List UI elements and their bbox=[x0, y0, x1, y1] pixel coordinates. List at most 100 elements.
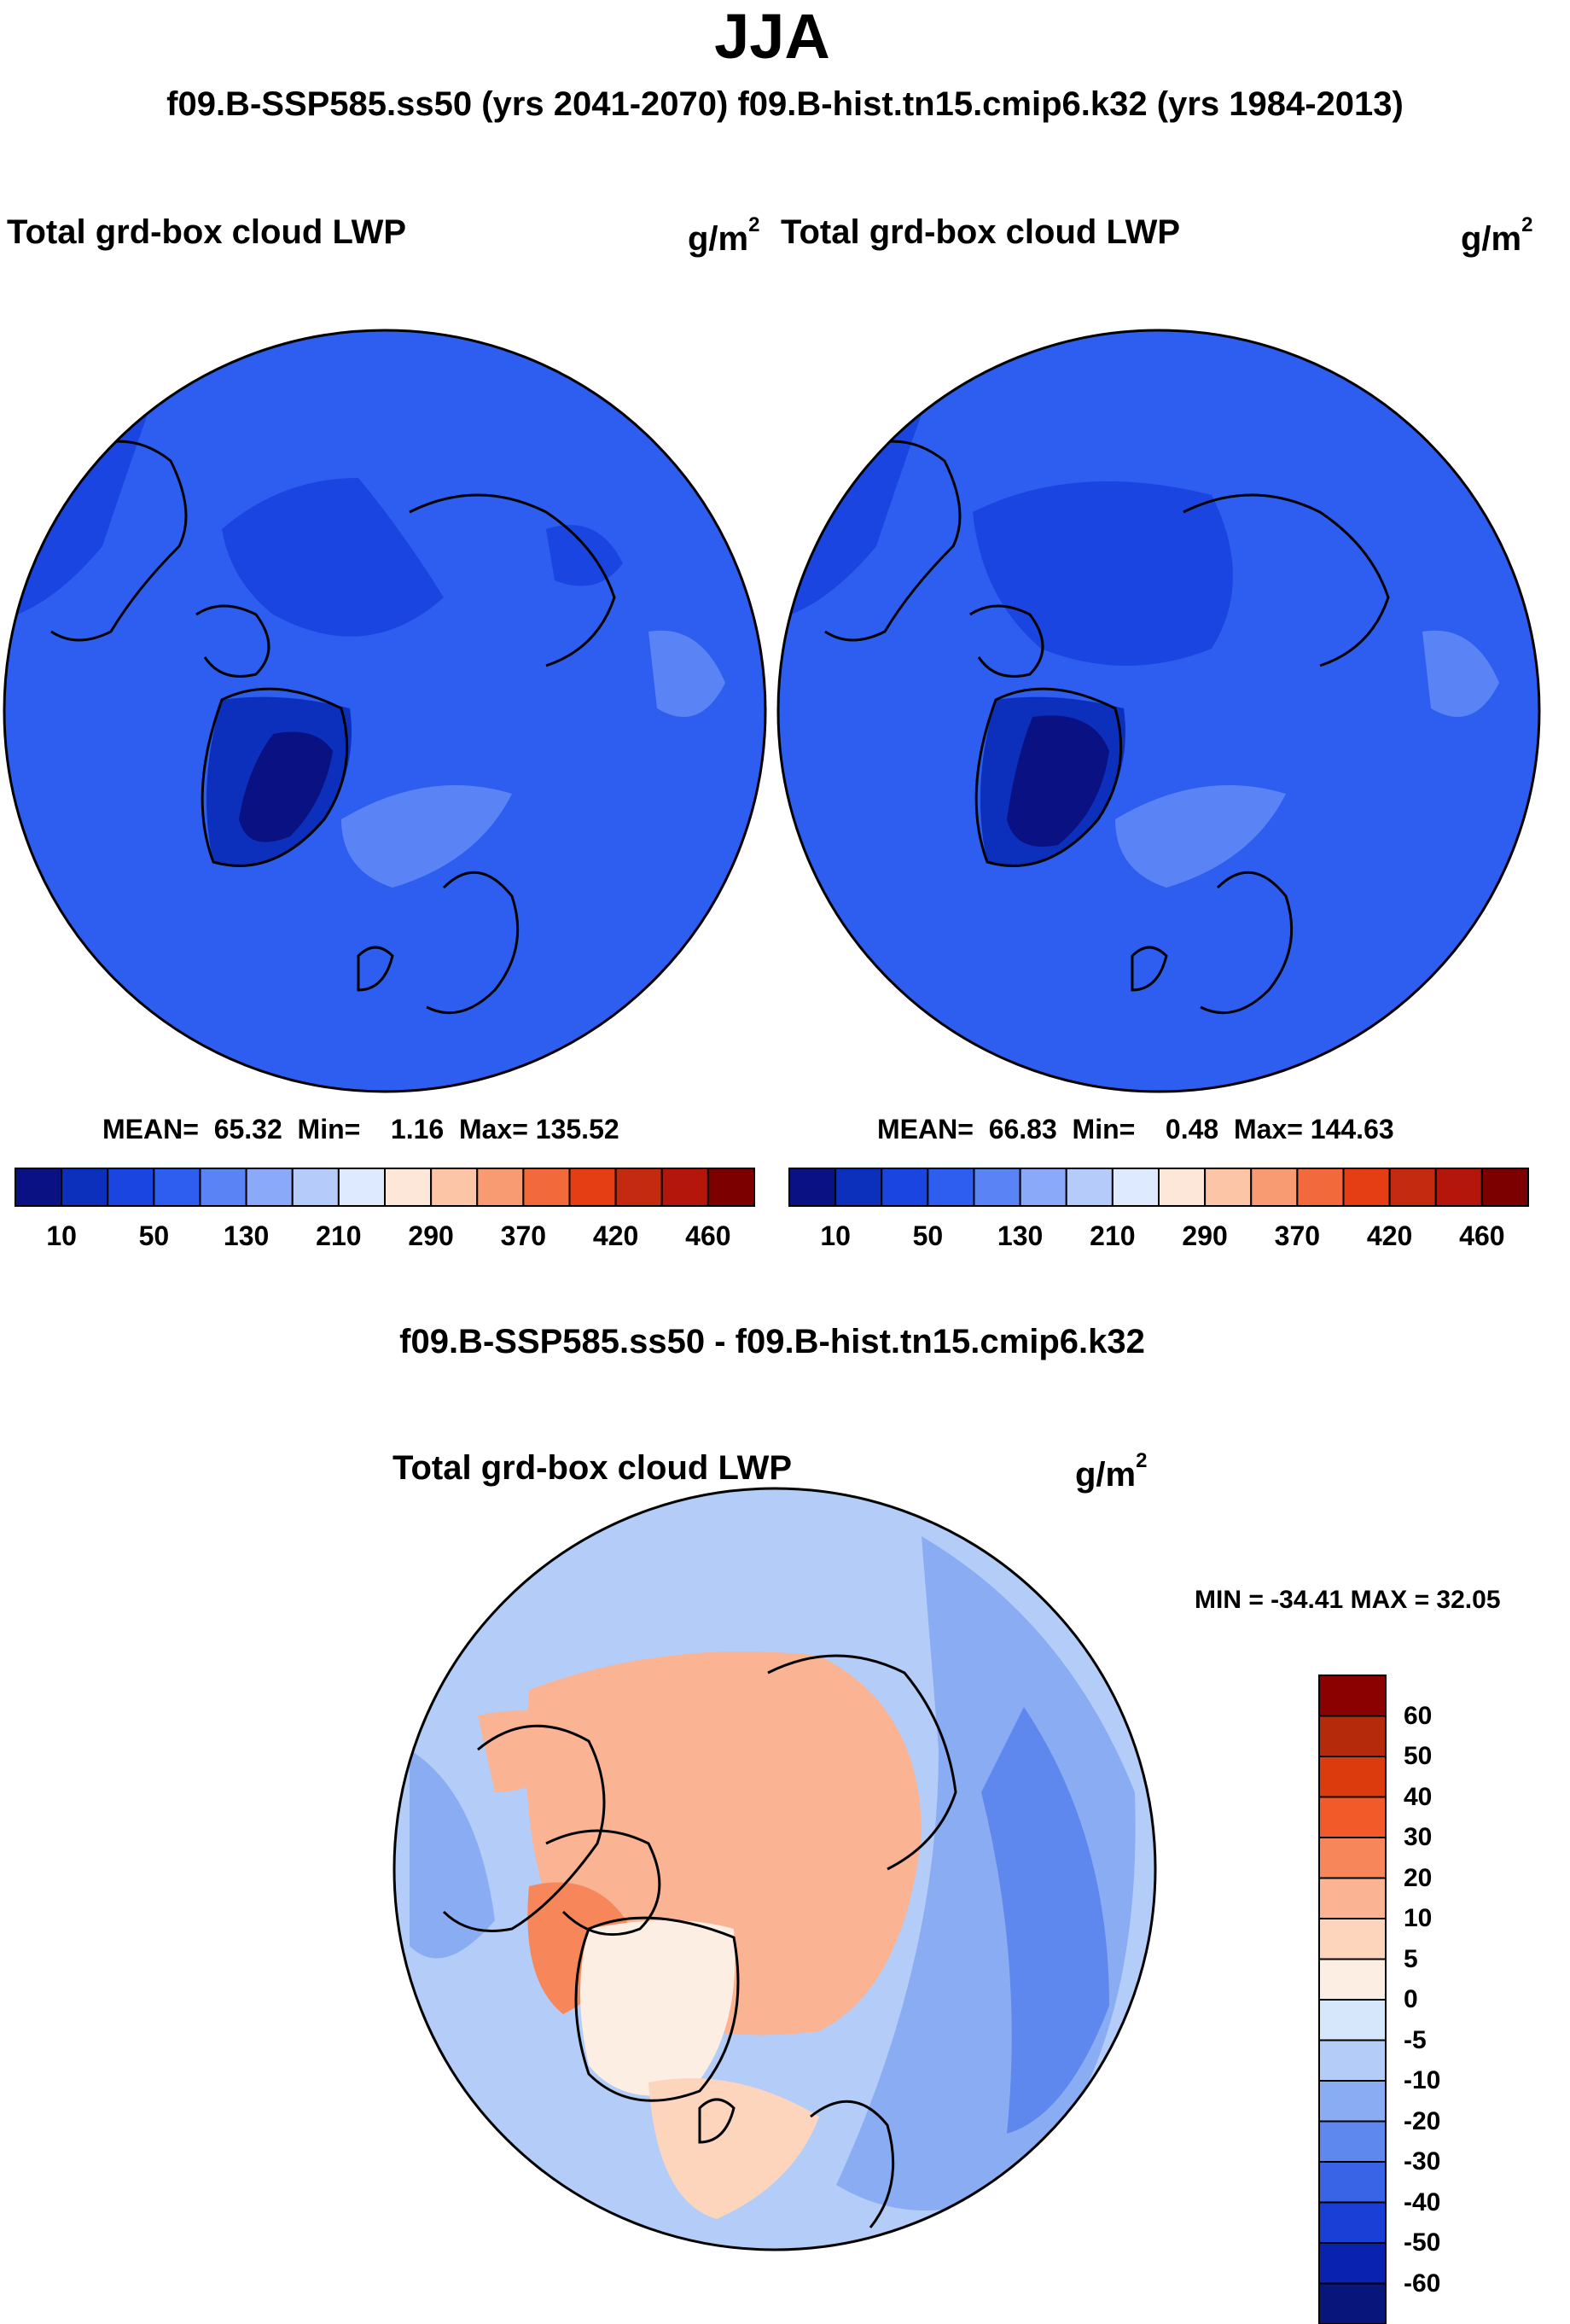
colorbar-tick-label: -40 bbox=[1404, 2188, 1440, 2217]
colorbar-swatch bbox=[1067, 1168, 1113, 1206]
colorbar-swatch bbox=[201, 1168, 247, 1206]
colorbar-tick-label: 210 bbox=[1070, 1220, 1155, 1252]
colorbar-swatch bbox=[154, 1168, 200, 1206]
colorbar-swatch bbox=[108, 1168, 154, 1206]
panel-1-stats: MEAN= 65.32 Min= 1.16 Max= 135.52 bbox=[102, 1114, 619, 1145]
difference-title: f09.B-SSP585.ss50 - f09.B-hist.tn15.cmip… bbox=[0, 1323, 1544, 1361]
colorbar-swatch bbox=[385, 1168, 431, 1206]
figure-subtitle: f09.B-SSP585.ss50 (yrs 2041-2070) f09.B-… bbox=[0, 85, 1570, 124]
colorbar-tick-label: 420 bbox=[1347, 1220, 1433, 1252]
panel-2-unit: g/m2 bbox=[1461, 213, 1532, 259]
map-2-region-greenland bbox=[980, 697, 1125, 866]
main-title: JJA bbox=[0, 0, 1544, 73]
colorbar-swatch bbox=[1319, 2162, 1386, 2203]
colorbar-tick-label: 290 bbox=[1162, 1220, 1247, 1252]
map-1-border bbox=[4, 330, 765, 1092]
colorbar-tick-label: 290 bbox=[388, 1220, 474, 1252]
colorbar-swatch bbox=[431, 1168, 477, 1206]
map-1-region-canada-arch bbox=[222, 478, 444, 637]
map-2-region-atlantic-light bbox=[1115, 785, 1286, 888]
colorbar-swatch bbox=[339, 1168, 385, 1206]
colorbar-swatch bbox=[1319, 2284, 1386, 2324]
colorbar-tick-label: 50 bbox=[1404, 1742, 1432, 1771]
map-2-region-greenland-core bbox=[1007, 715, 1109, 847]
colorbar-swatch bbox=[616, 1168, 662, 1206]
colorbar-tick-label: 130 bbox=[978, 1220, 1063, 1252]
colorbar-tick-label: 460 bbox=[1439, 1220, 1525, 1252]
colorbar-swatch bbox=[523, 1168, 569, 1206]
colorbar-tick-label: -20 bbox=[1404, 2107, 1440, 2136]
panel-2-stats: MEAN= 66.83 Min= 0.48 Max= 144.63 bbox=[877, 1114, 1394, 1145]
panel-1-unit: g/m2 bbox=[688, 213, 759, 259]
map-2-background-fill bbox=[778, 330, 1539, 1092]
colorbar-swatch bbox=[1319, 2081, 1386, 2122]
colorbar-tick-label: 130 bbox=[204, 1220, 289, 1252]
colorbar-tick-label: 370 bbox=[480, 1220, 566, 1252]
colorbar-tick-label: 5 bbox=[1404, 1945, 1418, 1974]
colorbar-tick-label: -10 bbox=[1404, 2066, 1440, 2095]
colorbar-tick-label: 460 bbox=[666, 1220, 751, 1252]
map-1-region-dark-west bbox=[17, 350, 171, 614]
colorbar-swatch bbox=[1319, 1716, 1386, 1757]
colorbar-swatch bbox=[1319, 1919, 1386, 1960]
colorbar-swatch bbox=[1344, 1168, 1390, 1206]
colorbar-tick-label: 0 bbox=[1404, 1985, 1418, 2014]
difference-minmax: MIN = -34.41 MAX = 32.05 bbox=[1195, 1586, 1501, 1615]
colorbar-tick-label: 50 bbox=[885, 1220, 970, 1252]
colorbar-swatch bbox=[1020, 1168, 1067, 1206]
map-1-region-east-light bbox=[648, 631, 725, 717]
colorbar-swatch bbox=[708, 1168, 754, 1206]
map-2-region-dark-west bbox=[791, 350, 945, 614]
colorbar-swatch bbox=[61, 1168, 108, 1206]
colorbar-swatch bbox=[1159, 1168, 1205, 1206]
map-1-background-fill bbox=[4, 330, 765, 1092]
colorbar-tick-label: 10 bbox=[19, 1220, 104, 1252]
panel-2-label: Total grd-box cloud LWP bbox=[781, 213, 1180, 252]
colorbar-swatch bbox=[1390, 1168, 1436, 1206]
map-3-region-atlantic-warm bbox=[648, 2078, 819, 2219]
map-1-region-greenland bbox=[206, 697, 352, 866]
map-3-border bbox=[394, 1488, 1155, 2250]
map-3-region-east-darkblue bbox=[981, 1707, 1109, 2134]
map-3-region-northamerica-warm bbox=[478, 1710, 597, 1792]
map-2-region-arctic-dark bbox=[973, 481, 1233, 666]
colorbar-tick-label: 30 bbox=[1404, 1823, 1432, 1852]
colorbar-swatch bbox=[927, 1168, 974, 1206]
colorbar-2 bbox=[789, 1168, 1528, 1207]
difference-label: Total grd-box cloud LWP bbox=[392, 1449, 792, 1488]
colorbar-swatch bbox=[835, 1168, 881, 1206]
map-1-coastlines bbox=[51, 441, 614, 1013]
map-3-background-fill bbox=[394, 1488, 1155, 2250]
colorbar-tick-label: 210 bbox=[296, 1220, 381, 1252]
colorbar-swatch bbox=[1319, 2203, 1386, 2244]
colorbar-swatch bbox=[293, 1168, 339, 1206]
colorbar-swatch bbox=[1319, 1756, 1386, 1797]
colorbar-swatch bbox=[1319, 2122, 1386, 2163]
panel-1-label: Total grd-box cloud LWP bbox=[7, 213, 406, 252]
map-1-region-greenland-core bbox=[239, 732, 333, 842]
colorbar-swatch bbox=[1319, 1960, 1386, 2001]
colorbar-tick-label: -50 bbox=[1404, 2228, 1440, 2257]
colorbar-swatch bbox=[15, 1168, 61, 1206]
colorbar-swatch bbox=[1319, 2041, 1386, 2082]
colorbar-tick-label: 40 bbox=[1404, 1783, 1432, 1812]
map-3-region-west-blue bbox=[410, 1750, 495, 1959]
colorbar-swatch bbox=[1297, 1168, 1343, 1206]
colorbar-tick-label: 370 bbox=[1254, 1220, 1340, 1252]
map-2-border bbox=[778, 330, 1539, 1092]
map-1-region-atlantic-light bbox=[341, 785, 512, 888]
colorbar-tick-label: 10 bbox=[793, 1220, 878, 1252]
map-2-coastlines bbox=[825, 441, 1388, 1013]
colorbar-swatch bbox=[1319, 1675, 1386, 1716]
colorbar-swatch bbox=[662, 1168, 708, 1206]
colorbar-swatch bbox=[1251, 1168, 1297, 1206]
map-3-region-greenland-neutral bbox=[580, 1920, 735, 2096]
colorbar-swatch bbox=[789, 1168, 835, 1206]
colorbar-swatch bbox=[247, 1168, 293, 1206]
colorbar-swatch bbox=[974, 1168, 1020, 1206]
colorbar-swatch bbox=[1319, 1797, 1386, 1838]
colorbar-swatch bbox=[1436, 1168, 1482, 1206]
map-1-region-siberia bbox=[546, 525, 623, 586]
colorbar-swatch bbox=[1113, 1168, 1159, 1206]
colorbar-3 bbox=[1318, 1675, 1387, 2324]
